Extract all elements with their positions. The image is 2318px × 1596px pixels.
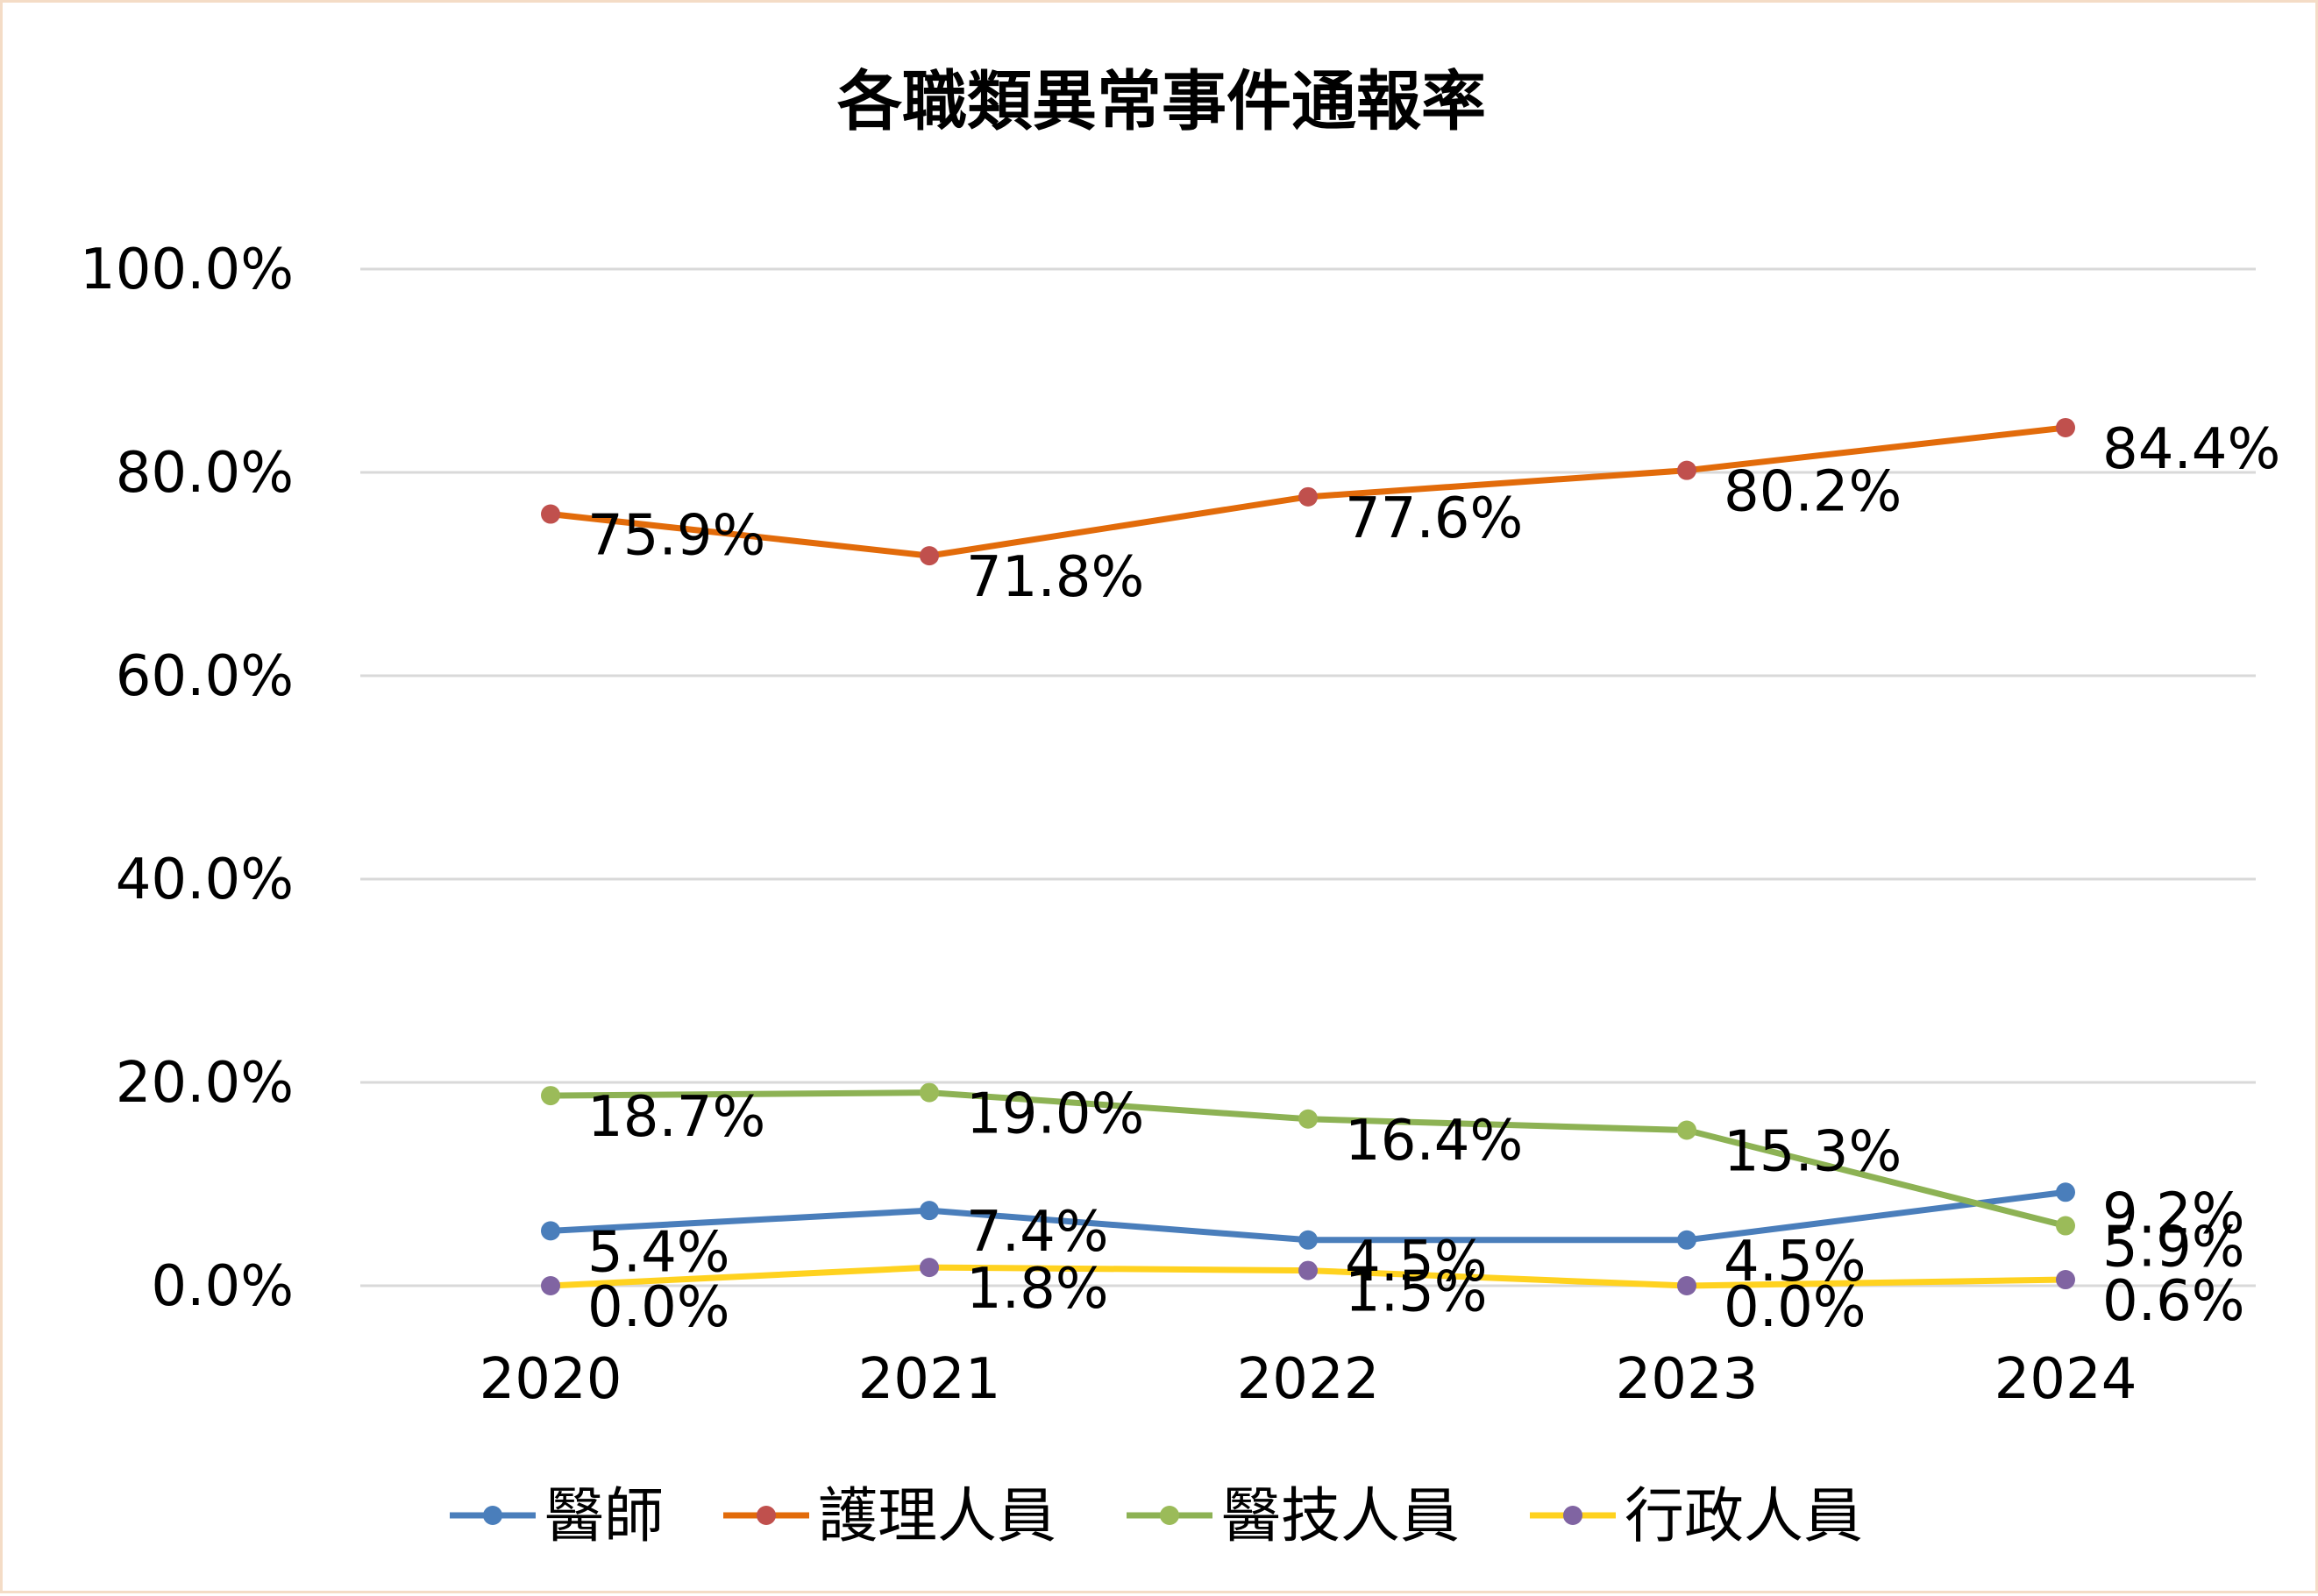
data-label: 9.2% [2102,1181,2245,1246]
data-point [920,1082,939,1103]
data-label: 7.4% [966,1200,1109,1265]
data-point [541,1221,560,1241]
data-point [920,1258,939,1278]
data-label: 5.4% [587,1220,730,1285]
data-point [1298,1109,1318,1129]
data-label: 1.8% [966,1257,1109,1322]
legend-label: 醫技人員 [1221,1482,1460,1551]
data-label: 80.2% [1724,460,1902,525]
data-point [541,1276,560,1295]
data-label: 71.8% [966,545,1144,610]
data-label: 15.3% [1724,1120,1902,1185]
legend-marker [1563,1506,1582,1525]
y-tick-label: 60.0% [116,644,294,709]
chart-title: 各職類異常事件通報率 [837,64,1486,139]
legend-marker [483,1506,502,1525]
line-chart: 各職類異常事件通報率 0.0% 20.0% 40.0% 60.0% 80.0% 100.0… [80,64,2280,1551]
data-label: 77.6% [1345,486,1523,551]
data-point [1677,1120,1696,1140]
data-point [541,504,560,524]
data-label: 4.5% [1345,1230,1488,1295]
data-point [1677,1276,1696,1295]
y-tick-label: 40.0% [116,848,294,912]
gridlines [360,267,2256,1287]
y-tick-label: 80.0% [116,441,294,506]
data-point [2056,1270,2075,1290]
data-label: 18.7% [587,1085,765,1150]
data-point [541,1086,560,1106]
series-lines [541,417,2075,1295]
data-label: 84.4% [2102,417,2280,482]
x-tick-label: 2020 [480,1347,622,1412]
x-tick-label: 2024 [1994,1347,2137,1412]
data-label: 5.9% [2102,1216,2245,1280]
data-point [920,1201,939,1221]
x-axis-ticks: 2020 2021 2022 2023 2024 [480,1347,2137,1412]
data-point [2056,1182,2075,1202]
data-label: 1.5% [1345,1260,1488,1325]
data-label: 16.4% [1345,1109,1523,1174]
data-label: 0.6% [2102,1269,2245,1334]
data-label: 4.5% [1724,1230,1866,1295]
x-tick-label: 2021 [858,1347,1001,1412]
legend-label: 行政人員 [1625,1482,1863,1551]
data-point [2056,417,2075,437]
data-label: 0.0% [1724,1275,1866,1340]
legend-label: 護理人員 [818,1482,1056,1551]
data-point [1677,460,1696,480]
data-labels: 5.4% 7.4% 4.5% 4.5% 9.2% 75.9% 71.8% 77.6% 80.2%… [587,417,2280,1340]
legend-marker [1160,1506,1179,1525]
y-tick-label: 100.0% [80,238,294,302]
data-point [1298,1230,1318,1250]
y-tick-label: 0.0% [151,1254,294,1319]
x-tick-label: 2022 [1237,1347,1380,1412]
y-tick-label: 20.0% [116,1051,294,1116]
legend-label: 醫師 [544,1482,664,1551]
data-point [1298,1260,1318,1280]
legend: 醫師 護理人員 醫技人員 行政人員 [450,1482,1863,1551]
data-point [920,546,939,566]
data-point [1677,1230,1696,1250]
legend-marker [757,1506,776,1525]
data-point [1298,486,1318,507]
y-axis-ticks: 0.0% 20.0% 40.0% 60.0% 80.0% 100.0% [80,238,294,1319]
data-point [2056,1216,2075,1236]
data-label: 0.0% [587,1275,730,1340]
data-label: 75.9% [587,504,765,569]
data-label: 19.0% [966,1082,1144,1147]
x-tick-label: 2023 [1616,1347,1759,1412]
